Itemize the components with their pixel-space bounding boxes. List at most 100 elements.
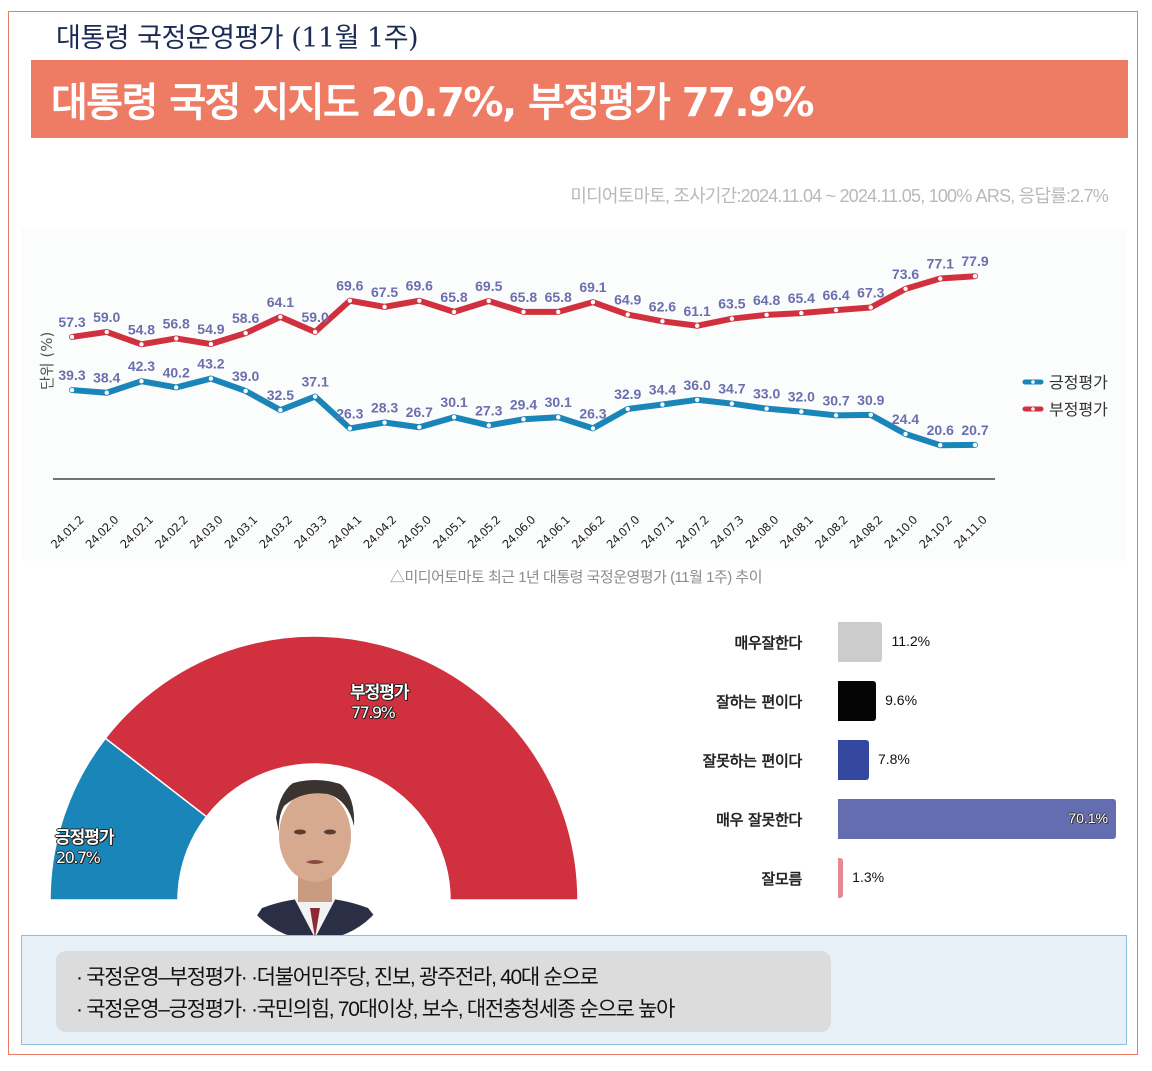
negative-data-label: 63.5 [718, 296, 745, 312]
x-tick-label: 24.06.0 [499, 513, 538, 552]
bar-row: 매우 잘못한다 70.1% [680, 799, 1130, 839]
positive-point [590, 426, 596, 431]
positive-data-label: 28.3 [371, 400, 398, 416]
negative-point [312, 329, 318, 335]
x-tick-label: 24.06.2 [569, 513, 608, 552]
positive-point [486, 423, 491, 428]
x-tick-label: 24.03.3 [291, 513, 330, 552]
negative-data-label: 65.8 [545, 289, 572, 305]
negative-point [208, 341, 214, 347]
negative-slice-label: 부정평가 77.9% [350, 678, 410, 722]
headline-text: 대통령 국정 지지도 20.7%, 부정평가 77.9% [51, 80, 814, 126]
bar-category-label: 매우잘한다 [734, 634, 802, 652]
negative-data-label: 64.9 [614, 292, 641, 308]
x-tick-label: 24.03.2 [256, 513, 295, 552]
negative-point [938, 276, 943, 281]
positive-data-label: 40.2 [163, 364, 190, 380]
negative-data-label: 66.4 [822, 287, 849, 303]
negative-data-label: 65.8 [440, 289, 467, 305]
negative-data-label: 62.6 [649, 298, 676, 314]
bar-row: 잘하는 편이다 9.6% [680, 681, 1130, 721]
negative-point [69, 334, 75, 340]
positive-data-label: 26.3 [336, 405, 363, 421]
positive-data-label: 30.7 [822, 392, 849, 408]
positive-point [347, 426, 353, 431]
negative-data-label: 54.8 [128, 321, 155, 337]
negative-point [417, 298, 422, 303]
negative-data-label: 56.8 [163, 315, 190, 331]
positive-point [69, 387, 75, 393]
x-tick-label: 24.08.0 [743, 513, 782, 552]
negative-data-label: 54.9 [197, 321, 224, 337]
positive-data-label: 27.3 [475, 402, 502, 418]
negative-data-label: 59.0 [93, 309, 120, 325]
x-tick-label: 24.07.1 [638, 513, 677, 552]
bar-value-label: 1.3% [852, 869, 885, 885]
bar-row: 매우잘한다 11.2% [680, 622, 1130, 662]
negative-data-label: 69.6 [406, 278, 433, 294]
negative-point [729, 316, 735, 321]
negative-point [799, 310, 804, 316]
bar-value-label: 7.8% [877, 751, 910, 767]
negative-point [590, 299, 596, 305]
negative-point [139, 342, 144, 347]
positive-point [868, 412, 874, 418]
line-chart: 단위 (%) 39.3 38.4 42.3 40.2 43.2 39.0 32.5 37.1 26… [38, 253, 1108, 552]
x-tick-label: 24.04.2 [361, 513, 400, 552]
negative-point [104, 329, 109, 335]
negative-point [451, 309, 457, 315]
legend-label-negative: 부정평가 [1049, 400, 1108, 419]
x-tick-label: 24.07.3 [708, 513, 747, 552]
positive-data-label: 34.7 [718, 381, 745, 397]
negative-point [694, 323, 700, 328]
x-tick-label: 24.10.2 [916, 513, 955, 552]
positive-point [417, 425, 422, 430]
positive-point [694, 397, 700, 402]
x-tick-label: 24.08.2 [847, 513, 886, 552]
negative-data-label: 73.6 [892, 266, 919, 282]
negative-data-label: 69.5 [475, 278, 502, 294]
negative-data-label: 61.1 [684, 303, 711, 319]
chart-caption: △미디어토마토 최근 1년 대통령 국정운영평가 (11월 1주) 추이 [389, 569, 763, 586]
positive-point [278, 407, 283, 413]
negative-point [972, 273, 978, 279]
donut-slice-negative [104, 635, 579, 901]
positive-data-label: 20.7 [961, 422, 988, 438]
notes-box: · 국정운영–부정평가· ·더불어민주당, 진보, 광주전라, 40대 순으로 … [21, 935, 1127, 1045]
positive-point [729, 401, 735, 406]
negative-data-label: 77.9 [961, 253, 988, 269]
negative-point [486, 298, 491, 304]
x-tick-label: 24.03.0 [187, 513, 226, 552]
negative-data-label: 64.8 [753, 292, 780, 308]
negative-point [173, 336, 179, 341]
positive-slice-value: 20.7% [56, 848, 101, 867]
bar-category-label: 잘모름 [761, 870, 802, 888]
positive-point [833, 413, 839, 418]
positive-data-label: 24.4 [892, 411, 919, 427]
positive-point [173, 385, 179, 390]
negative-point [556, 309, 561, 315]
positive-point [451, 415, 457, 420]
positive-data-label: 42.3 [128, 358, 155, 374]
bar-value-label: 11.2% [891, 633, 931, 649]
page-subtitle: 대통령 국정운영평가 (11월 1주) [56, 23, 419, 54]
positive-data-label: 36.0 [684, 377, 711, 393]
positive-slice-name: 긍정평가 [55, 828, 115, 848]
negative-data-label: 65.4 [788, 290, 815, 306]
positive-data-label: 29.4 [510, 396, 537, 412]
positive-point [799, 409, 804, 414]
note-line-negative: · 국정운영–부정평가· ·더불어민주당, 진보, 광주전라, 40대 순으로 [76, 966, 599, 989]
positive-data-label: 30.1 [545, 394, 572, 410]
positive-point [625, 406, 630, 412]
president-portrait [235, 780, 395, 938]
legend-label-positive: 긍정평가 [1049, 373, 1108, 392]
negative-data-label: 67.3 [857, 284, 884, 300]
x-tick-label: 24.05.0 [395, 513, 434, 552]
x-tick-label: 24.02.1 [117, 513, 156, 552]
x-tick-label: 24.01.2 [48, 513, 87, 552]
positive-data-label: 43.2 [197, 356, 224, 372]
bar [838, 740, 869, 780]
negative-data-label: 57.3 [58, 314, 85, 330]
positive-data-label: 37.1 [301, 374, 328, 390]
positive-slice-label: 긍정평가 20.7% [55, 823, 115, 867]
